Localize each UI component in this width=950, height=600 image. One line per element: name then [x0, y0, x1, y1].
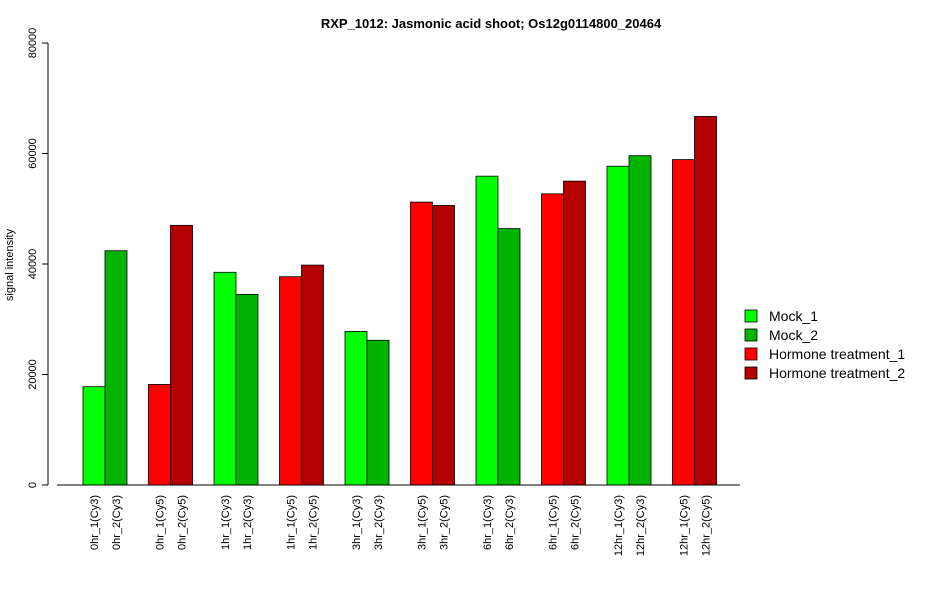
bar: [432, 205, 455, 486]
bar: [344, 331, 368, 486]
x-tick-label: 12hr_1(Cy5): [679, 495, 691, 556]
bar: [606, 165, 630, 486]
x-tick-label: 1hr_2(Cy5): [308, 495, 320, 550]
bar: [694, 116, 717, 486]
x-tick-label: 3hr_2(Cy5): [439, 495, 451, 550]
x-tick-label: 1hr_2(Cy3): [242, 495, 254, 550]
y-axis: 0 20000 40000 60000 80000: [27, 28, 49, 488]
legend-swatch: [744, 309, 758, 323]
x-axis: 0hr_1(Cy3) 0hr_2(Cy3) 0hr_1(Cy5) 0hr_2(Cy5)…: [57, 484, 740, 556]
y-tick-label: 40000: [27, 249, 39, 280]
bar: [213, 271, 237, 486]
x-tick-label: 0hr_2(Cy5): [177, 495, 189, 550]
legend-label: Hormone treatment_2: [769, 365, 905, 381]
bar: [301, 264, 324, 486]
legend-swatch: [744, 366, 758, 380]
x-tick-label: 6hr_2(Cy5): [570, 495, 582, 550]
x-tick-label: 1hr_1(Cy3): [220, 495, 232, 550]
legend-label: Mock_1: [769, 308, 818, 324]
legend-swatch: [744, 328, 758, 342]
bar: [410, 201, 433, 486]
x-tick-label: 12hr_1(Cy3): [613, 495, 625, 556]
y-axis-label: signal intensity: [4, 228, 16, 301]
bars-layer: [82, 116, 717, 486]
y-tick-label: 60000: [27, 138, 39, 169]
x-tick-label: 6hr_1(Cy3): [482, 495, 494, 550]
x-tick-label: 12hr_2(Cy3): [635, 495, 647, 556]
bar: [628, 155, 652, 486]
bar: [541, 193, 564, 486]
bar: [475, 175, 499, 486]
bar: [82, 386, 106, 486]
x-tick-label: 6hr_1(Cy5): [548, 495, 560, 550]
y-tick-label: 0: [27, 482, 39, 488]
bar: [563, 180, 586, 486]
x-tick-label: 3hr_1(Cy5): [417, 495, 429, 550]
bar: [104, 250, 128, 486]
bar: [235, 293, 259, 486]
y-tick-label: 80000: [27, 28, 39, 59]
legend-label: Hormone treatment_1: [769, 346, 905, 362]
legend: Mock_1 Mock_2 Hormone treatment_1 Hormone t…: [744, 308, 905, 381]
bar: [366, 339, 390, 486]
x-tick-label: 3hr_1(Cy3): [351, 495, 363, 550]
bar: [672, 159, 695, 486]
x-tick-label: 12hr_2(Cy5): [701, 495, 713, 556]
bar: [170, 224, 193, 486]
legend-swatch: [744, 347, 758, 361]
bar: [497, 228, 521, 486]
bar: [279, 276, 302, 486]
x-tick-label: 1hr_1(Cy5): [286, 495, 298, 550]
x-tick-label: 6hr_2(Cy3): [504, 495, 516, 550]
chart-title: RXP_1012: Jasmonic acid shoot; Os12g0114…: [321, 16, 662, 31]
x-tick-label: 0hr_1(Cy5): [155, 495, 167, 550]
legend-label: Mock_2: [769, 327, 818, 343]
x-tick-label: 0hr_1(Cy3): [89, 495, 101, 550]
bar: [148, 384, 171, 486]
y-tick-label: 20000: [27, 359, 39, 390]
x-tick-label: 0hr_2(Cy3): [111, 495, 123, 550]
x-tick-label: 3hr_2(Cy3): [373, 495, 385, 550]
